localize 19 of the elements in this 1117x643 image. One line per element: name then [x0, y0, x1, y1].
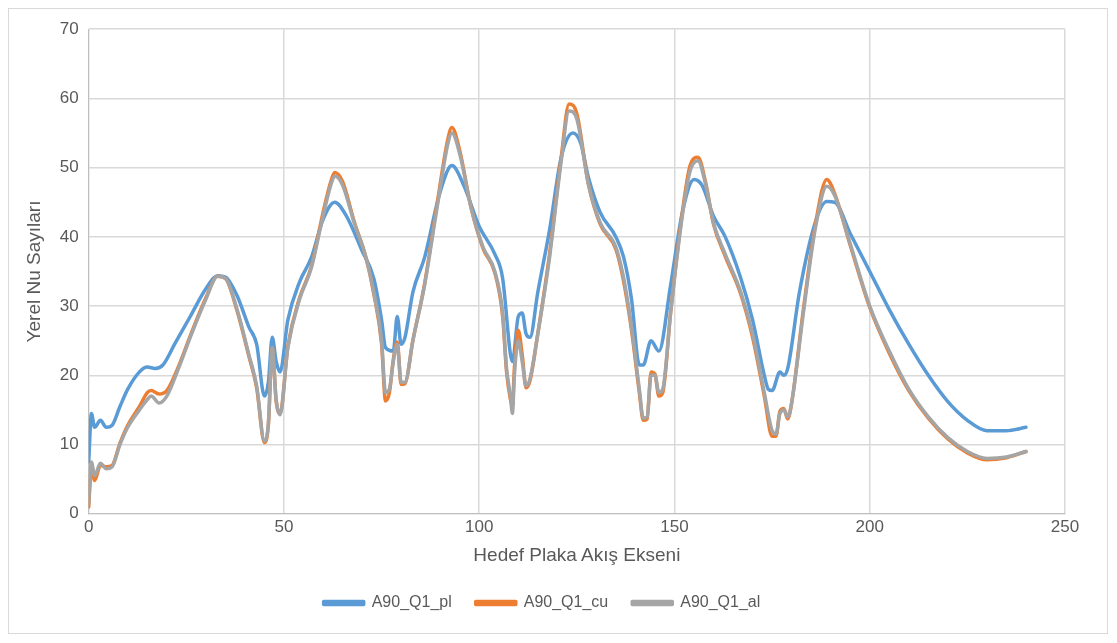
y-tick-label: 10	[59, 434, 79, 454]
y-tick-label: 50	[59, 157, 79, 177]
y-axis-title: Yerel Nu Sayıları	[22, 200, 44, 343]
y-tick-label: 60	[59, 88, 79, 108]
legend-label: A90_Q1_pl	[371, 593, 452, 612]
x-tick-label: 150	[660, 516, 689, 536]
x-tick-label: 200	[855, 516, 884, 536]
x-axis-title: Hedef Plaka Akış Ekseni	[473, 543, 681, 565]
x-tick-label: 50	[274, 516, 294, 536]
y-tick-label: 0	[69, 503, 79, 523]
y-tick-label: 40	[59, 226, 79, 246]
x-tick-label: 100	[465, 516, 494, 536]
legend-label: A90_Q1_cu	[523, 593, 609, 612]
y-tick-label: 20	[59, 365, 79, 385]
x-tick-label: 250	[1050, 516, 1080, 536]
y-tick-label: 70	[59, 18, 79, 38]
legend-label: A90_Q1_al	[680, 593, 761, 612]
x-tick-label: 0	[83, 516, 94, 536]
y-tick-label: 30	[59, 295, 79, 315]
